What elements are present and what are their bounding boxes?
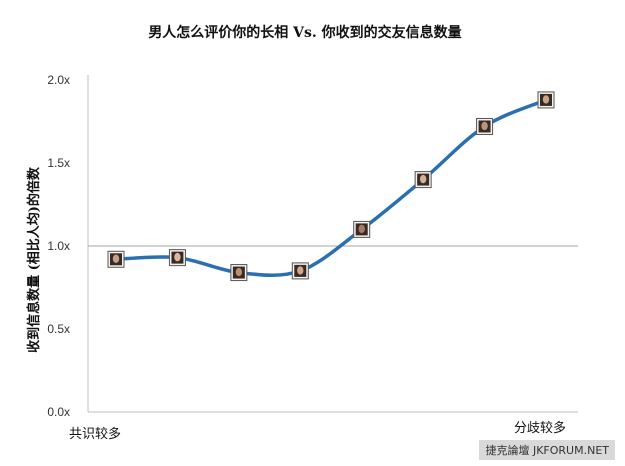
data-point-marker	[230, 264, 248, 282]
data-point-marker	[476, 117, 494, 135]
marker-photo-face	[358, 224, 365, 234]
chart-title: 男人怎么评价你的长相 Vs. 你收到的交友信息数量	[148, 24, 461, 41]
y-tick-label: 0.5x	[47, 322, 70, 336]
watermark: 捷克論壇 JKFORUM.NET	[479, 440, 615, 460]
data-point-marker	[291, 262, 309, 280]
marker-group	[107, 91, 555, 282]
marker-photo-face	[235, 267, 243, 277]
data-point-marker	[168, 249, 186, 267]
y-tick-label: 1.0x	[47, 239, 70, 253]
data-point-marker	[107, 250, 125, 268]
y-tick-label: 1.5x	[47, 156, 70, 170]
x-tick-label-left: 共识较多	[69, 426, 121, 442]
marker-photo-face	[112, 254, 120, 263]
marker-photo-face	[481, 121, 488, 131]
y-axis-label: 收到信息数量 (相比人均)的倍数	[26, 166, 42, 353]
y-tick-label: 2.0x	[47, 73, 70, 87]
data-point-marker	[537, 91, 555, 109]
x-tick-label-right: 分歧较多	[514, 420, 566, 436]
marker-photo-face	[542, 95, 550, 104]
marker-photo-face	[297, 266, 304, 275]
marker-photo-face	[174, 252, 181, 262]
y-tick-labels: 0.0x 0.5x 1.0x 1.5x 2.0x	[47, 73, 70, 419]
data-point-marker	[414, 171, 432, 189]
data-point-marker	[353, 220, 371, 238]
y-tick-label: 0.0x	[47, 405, 70, 419]
marker-photo-face	[419, 174, 427, 184]
